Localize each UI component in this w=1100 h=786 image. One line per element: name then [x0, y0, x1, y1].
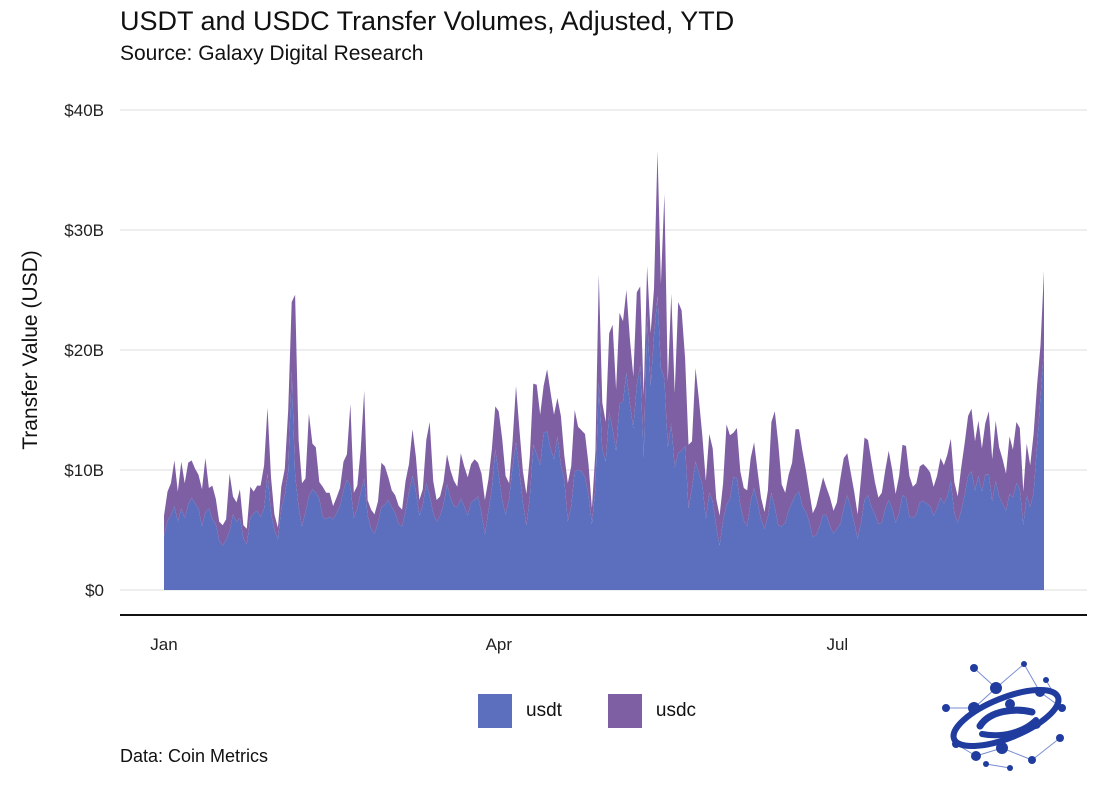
legend: usdt usdc	[478, 694, 742, 728]
x-tick-label: Apr	[486, 635, 513, 654]
chart-title: USDT and USDC Transfer Volumes, Adjusted…	[120, 6, 735, 36]
legend-swatch-usdt	[478, 694, 512, 728]
chart-subtitle: Source: Galaxy Digital Research	[120, 42, 424, 65]
areas	[164, 150, 1044, 590]
x-axis-ticks: Jan Apr Jul	[150, 635, 848, 654]
area-usdc	[164, 150, 1044, 546]
area-usdt	[164, 296, 1044, 590]
x-tick-label: Jul	[826, 635, 848, 654]
stacked-area-chart: $0 $10B $20B $30B $40B Jan Apr Jul Transfer Va…	[19, 101, 1087, 654]
y-tick-label: $10B	[64, 461, 104, 480]
legend-label-usdc: usdc	[655, 700, 697, 721]
x-tick-label: Jan	[150, 635, 177, 654]
galaxy-digital-network-globe-icon	[942, 661, 1066, 771]
legend-item-usdc: usdc	[607, 694, 697, 728]
y-tick-label: $40B	[64, 101, 104, 120]
legend-swatch-usdc	[607, 694, 642, 728]
legend-item-usdt: usdt	[478, 694, 562, 728]
y-tick-label: $0	[85, 581, 104, 600]
y-tick-label: $30B	[64, 221, 104, 240]
y-tick-label: $20B	[64, 341, 104, 360]
legend-label-usdt: usdt	[526, 700, 562, 721]
y-axis-ticks: $0 $10B $20B $30B $40B	[64, 101, 104, 600]
data-source-caption: Data: Coin Metrics	[120, 746, 269, 766]
y-axis-label: Transfer Value (USD)	[19, 250, 42, 450]
